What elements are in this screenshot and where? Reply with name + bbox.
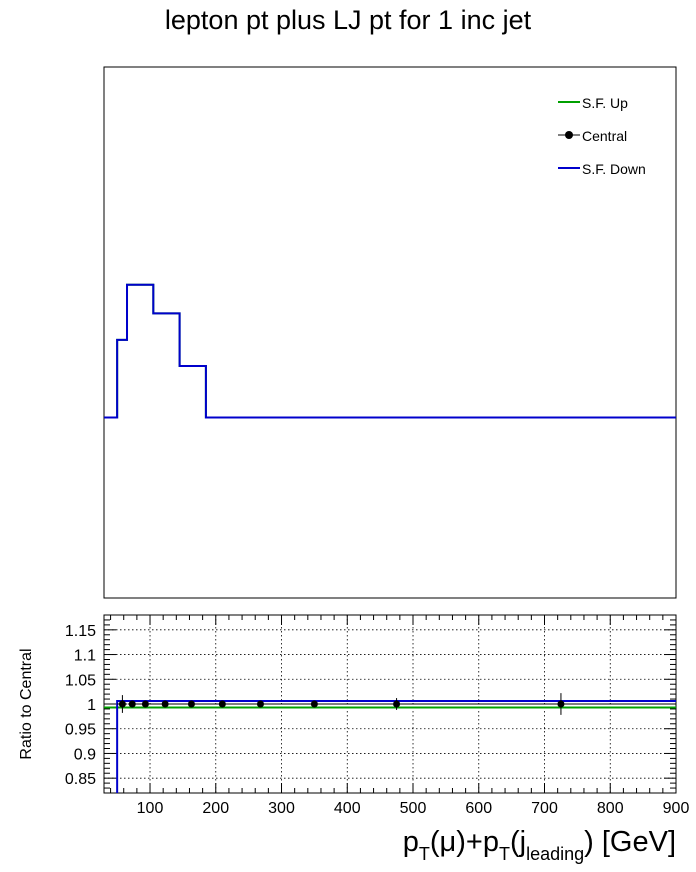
x-label-p1: p: [403, 826, 419, 858]
upper-series-sf-down: [104, 283, 676, 419]
x-label-unit: ) [GeV]: [584, 826, 676, 858]
x-label-j: (j: [510, 826, 526, 858]
x-axis-label: pT(μ)+pT(jleading) [GeV]: [403, 826, 676, 864]
x-label-mu: (μ)+: [430, 826, 483, 858]
legend-central-marker: [565, 131, 573, 139]
lower-tick-labels: 100 200 300 400 500 600 700 800 900 0.85 0.9 0.95 1 1…: [65, 623, 690, 817]
x-tick-label-2: 300: [268, 800, 295, 817]
central-point-6: [256, 700, 264, 708]
legend-central-label: Central: [582, 128, 627, 144]
y-tick-label-5: 1.1: [74, 648, 96, 665]
lower-panel: 100 200 300 400 500 600 700 800 900 0.85 0.9 0.95 1 1…: [65, 614, 690, 817]
x-tick-label-6: 700: [531, 800, 558, 817]
x-label-leading: leading: [526, 844, 584, 864]
legend-sf-down-label: S.F. Down: [582, 161, 646, 177]
central-point-7: [310, 700, 318, 708]
y-tick-label-1: 0.9: [74, 746, 96, 763]
central-point-3: [161, 700, 169, 708]
y-tick-label-4: 1.05: [65, 672, 96, 689]
central-point-1: [128, 700, 136, 708]
x-tick-label-5: 600: [465, 800, 492, 817]
central-point-2: [141, 700, 149, 708]
y-tick-label-0: 0.85: [65, 771, 96, 788]
x-label-t1: T: [419, 844, 430, 864]
central-point-5: [218, 700, 226, 708]
legend-sf-up-label: S.F. Up: [582, 95, 628, 111]
x-tick-label-4: 500: [400, 800, 427, 817]
x-tick-label-0: 100: [137, 800, 164, 817]
legend: S.F. Up Central S.F. Down: [558, 95, 646, 177]
y-tick-label-3: 1: [87, 697, 96, 714]
upper-panel: [103, 66, 677, 599]
x-label-p2: p: [483, 826, 499, 858]
y-tick-label-6: 1.15: [65, 623, 96, 640]
y-tick-label-2: 0.95: [65, 722, 96, 739]
ratio-line-sf-down: [116, 700, 676, 793]
x-tick-label-8: 900: [663, 800, 690, 817]
x-tick-label-1: 200: [202, 800, 229, 817]
central-point-9: [557, 700, 565, 708]
central-point-8: [393, 700, 401, 708]
x-tick-label-7: 800: [597, 800, 624, 817]
chart-title: lepton pt plus LJ pt for 1 inc jet: [165, 5, 532, 35]
lower-data: [104, 693, 676, 793]
x-label-t2: T: [499, 844, 510, 864]
upper-panel-frame: [103, 66, 677, 599]
central-point-0: [118, 700, 126, 708]
upper-histogram: [104, 283, 676, 419]
central-point-4: [187, 700, 195, 708]
x-tick-label-3: 400: [334, 800, 361, 817]
y-axis-label: Ratio to Central: [18, 648, 35, 759]
